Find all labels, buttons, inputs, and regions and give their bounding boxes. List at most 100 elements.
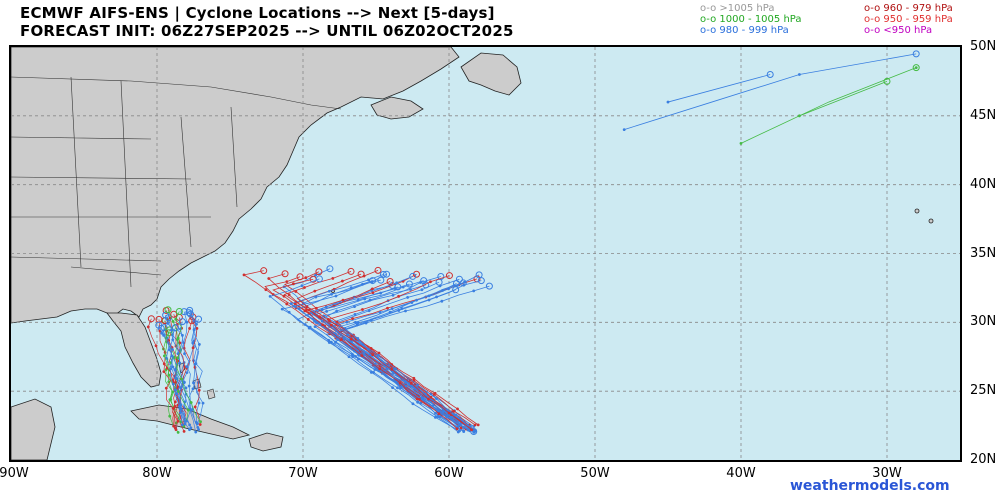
track-point: [185, 371, 189, 375]
track-point: [347, 355, 351, 359]
legend-item-darkred: o-o 960 - 979 hPa: [864, 3, 953, 14]
track-point: [193, 405, 197, 409]
track-point: [334, 294, 338, 298]
track-point: [320, 319, 324, 323]
track-point: [327, 289, 331, 293]
track-end-marker: [171, 323, 179, 331]
track-line: [164, 329, 189, 427]
track-point: [353, 305, 356, 309]
track-end-marker: [475, 271, 483, 279]
track-point: [354, 320, 357, 324]
track-point: [341, 298, 345, 302]
track-point: [280, 307, 284, 311]
lat-label: 25N: [970, 383, 997, 399]
track-point: [404, 309, 407, 313]
track-point: [364, 321, 368, 325]
track-point: [328, 319, 331, 323]
track-point: [187, 384, 191, 388]
track-point: [406, 296, 410, 299]
track-point: [160, 331, 164, 335]
yucatan-land: [11, 398, 56, 460]
track-point: [397, 294, 401, 298]
track-point: [463, 280, 466, 284]
track-point: [198, 423, 202, 426]
track-point: [377, 353, 380, 357]
track-point: [191, 346, 195, 350]
track-point: [458, 429, 461, 433]
lat-label: 20N: [970, 452, 997, 467]
track-point: [182, 429, 186, 433]
track-end-marker: [281, 270, 289, 278]
state-borders: [11, 76, 238, 288]
track-point: [398, 381, 402, 385]
track-point: [195, 322, 198, 326]
track-point: [418, 397, 421, 401]
track-point: [445, 414, 449, 418]
legend-left: o-o >1005 hPa o-o 1000 - 1005 hPa o-o 98…: [700, 3, 802, 36]
lat-label: 50N: [970, 39, 997, 54]
track-end-marker: [912, 64, 920, 72]
track-point: [193, 362, 197, 366]
track-point: [313, 289, 317, 293]
track-point: [178, 361, 182, 365]
track-point: [174, 428, 178, 432]
track-point: [304, 309, 308, 312]
track-point: [433, 415, 437, 419]
track-point: [367, 278, 370, 282]
track-point: [335, 309, 339, 313]
track-point: [285, 302, 289, 306]
track-point: [418, 281, 422, 284]
track-point: [325, 309, 329, 313]
track-point: [169, 367, 173, 371]
track-point: [174, 376, 177, 380]
track-line: [186, 319, 199, 428]
track-point: [361, 282, 364, 286]
lon-label: 80W: [142, 466, 172, 481]
track-point: [400, 307, 404, 310]
track-point: [390, 367, 394, 371]
track-point: [456, 407, 459, 411]
track-point: [166, 321, 169, 325]
hispaniola-land: [248, 432, 284, 452]
track-point: [162, 370, 166, 374]
track-point: [313, 325, 317, 329]
track-end-marker: [445, 272, 453, 280]
track-point: [386, 306, 389, 310]
track-line: [327, 275, 476, 426]
track-point: [388, 310, 392, 314]
cuba-land: [130, 404, 251, 440]
track-point: [739, 141, 743, 145]
track-point: [342, 336, 346, 340]
track-end-marker: [315, 275, 323, 283]
track-point: [184, 386, 188, 390]
track-point: [391, 293, 395, 297]
track-end-marker: [422, 281, 430, 289]
track-end-marker: [175, 307, 183, 315]
lon-label: 30W: [872, 466, 902, 481]
track-point: [456, 425, 460, 428]
track-end-marker: [477, 277, 485, 285]
track-line: [168, 317, 186, 425]
track-point: [369, 370, 373, 374]
track-point: [242, 273, 246, 277]
track-line: [799, 81, 888, 117]
track-line: [298, 279, 470, 432]
track-point: [351, 355, 354, 359]
track-point: [473, 429, 476, 433]
track-line: [269, 278, 460, 432]
track-point: [164, 386, 168, 390]
legend-item-green: o-o 1000 - 1005 hPa: [700, 14, 802, 25]
track-point: [329, 340, 333, 344]
track-point: [420, 288, 424, 292]
track-point: [409, 381, 413, 385]
azores-land-1: [914, 208, 920, 214]
track-end-marker: [470, 428, 478, 436]
title-line-1: ECMWF AIFS-ENS | Cyclone Locations --> N…: [20, 4, 495, 22]
track-point: [336, 338, 339, 342]
track-end-marker: [766, 71, 774, 79]
track-point: [427, 294, 431, 298]
track-point: [393, 287, 397, 291]
track-point: [197, 343, 201, 346]
track-point: [186, 408, 190, 412]
track-point: [176, 338, 179, 341]
